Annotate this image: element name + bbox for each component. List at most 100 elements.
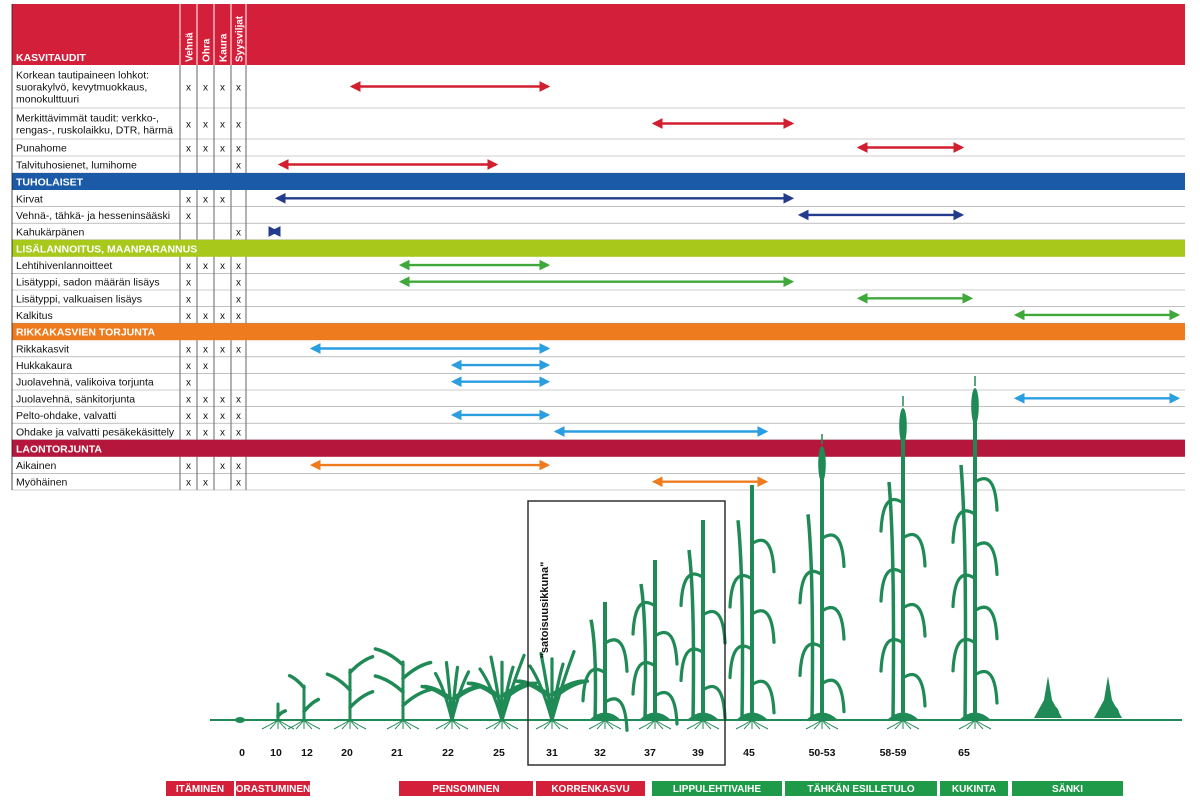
plant — [261, 702, 295, 730]
growth-phase: SÄNKI — [1012, 781, 1123, 796]
row-label: Pelto-ohdake, valvatti — [16, 410, 116, 422]
crop-mark: x — [236, 228, 241, 239]
table-row: Myöhäinen x x x — [12, 473, 1185, 491]
row-label: Talvituhosienet, lumihome — [16, 160, 137, 172]
crop-mark: x — [220, 461, 225, 472]
crop-mark: x — [186, 478, 191, 489]
table-row: Kalkitus x x x x — [12, 306, 1185, 324]
crop-mark: x — [186, 120, 191, 131]
table-row: Aikainen x x x — [12, 456, 1185, 474]
section-band: LAONTORJUNTA — [12, 439, 1185, 457]
crop-mark: x — [236, 261, 241, 272]
crop-mark: x — [203, 83, 208, 94]
section-title: TUHOLAISET — [16, 177, 84, 189]
crop-mark: x — [236, 144, 241, 155]
crop-mark: x — [236, 311, 241, 322]
crop-mark: x — [236, 411, 241, 422]
plant — [581, 602, 629, 732]
crop-mark: x — [220, 394, 225, 405]
plant — [1094, 676, 1122, 718]
section-band: LISÄLANNOITUS, MAANPARANNUS — [12, 239, 1185, 257]
crop-mark: x — [203, 411, 208, 422]
table-row: Talvituhosienet, lumihome x — [12, 156, 1185, 174]
table-row: Merkittävimmät taudit: verkko-,rengas-, … — [12, 108, 1185, 140]
row-label: Vehnä-, tähkä- ja hesseninsääski — [16, 210, 170, 222]
plant — [466, 653, 538, 730]
crop-header: Vehnä — [185, 32, 196, 62]
treatment-table: Korkean tautipaineen lohkot:suorakylvö, … — [11, 4, 1185, 491]
row-label: Punahome — [16, 143, 67, 155]
crop-mark: x — [236, 478, 241, 489]
section-band: TUHOLAISET — [12, 173, 1185, 190]
table-row: Juolavehnä, sänkitorjunta x x x x — [12, 390, 1185, 407]
crop-mark: x — [203, 394, 208, 405]
row-label: Juolavehnä, sänkitorjunta — [16, 393, 135, 405]
growth-stage-number: 20 — [341, 747, 353, 759]
growth-stage-illustration: "satoisuusikkuna" — [210, 376, 1182, 766]
plant — [798, 434, 846, 730]
section-title: RIKKAKASVIEN TORJUNTA — [16, 327, 155, 339]
crop-mark: x — [220, 311, 225, 322]
growth-stage-number: 12 — [301, 747, 313, 759]
table-row: Pelto-ohdake, valvatti x x x x — [12, 406, 1185, 424]
row-label: Lehtihivenlannoitteet — [16, 260, 112, 272]
crop-mark: x — [220, 345, 225, 356]
growth-phase: KUKINTA — [940, 781, 1008, 796]
table-row: Lehtihivenlannoitteet x x x x — [12, 256, 1185, 274]
growth-phase-label: LIPPULEHTIVAIHE — [673, 784, 761, 795]
table-row: Vehnä-, tähkä- ja hesseninsääski x — [12, 206, 1185, 224]
table-row: Lisätyppi, sadon määrän lisäys x x — [12, 273, 1185, 291]
growth-phase-bar: ITÄMINEN ORASTUMINEN PENSOMINEN KORRENKASVU… — [166, 781, 1123, 796]
crop-mark: x — [220, 194, 225, 205]
crop-mark: x — [203, 194, 208, 205]
plant — [951, 376, 999, 730]
growth-stage-number: 32 — [594, 747, 606, 759]
plant — [514, 650, 590, 730]
crop-mark: x — [186, 261, 191, 272]
section-band: RIKKAKASVIEN TORJUNTA — [12, 323, 1185, 341]
crop-mark: x — [203, 345, 208, 356]
row-label: suorakylvö, kevytmuokkaus, — [16, 82, 147, 94]
crop-mark: x — [220, 261, 225, 272]
crop-mark: x — [186, 428, 191, 439]
crop-mark: x — [220, 428, 225, 439]
crop-mark: x — [186, 83, 191, 94]
table-row: Juolavehnä, valikoiva torjunta x — [12, 373, 1185, 391]
crop-mark: x — [186, 378, 191, 389]
growth-phase-label: SÄNKI — [1052, 782, 1083, 795]
growth-stage-number: 37 — [644, 747, 656, 759]
growth-stage-numbers: 0 10 12 20 21 22 25 31 32 37 39 45 50-53 58-59 65 — [239, 747, 970, 759]
plant — [631, 560, 679, 730]
row-label: Myöhäinen — [16, 477, 68, 489]
crop-mark: x — [236, 294, 241, 305]
growth-stage-number: 50-53 — [809, 747, 836, 759]
crop-mark: x — [236, 83, 241, 94]
table-row: Ohdake ja valvatti pesäkekäsittely x x x x — [12, 423, 1185, 441]
plant — [325, 654, 375, 730]
table-row: Korkean tautipaineen lohkot:suorakylvö, … — [12, 65, 1185, 109]
row-label: Juolavehnä, valikoiva torjunta — [16, 377, 154, 389]
table-row: Rikkakasvit x x x x — [12, 340, 1185, 358]
crop-mark: x — [203, 478, 208, 489]
crop-mark: x — [186, 461, 191, 472]
growth-phase-label: ITÄMINEN — [176, 782, 224, 795]
growth-phase-label: KUKINTA — [952, 784, 996, 795]
crop-header: Syysviljat — [235, 15, 246, 62]
crop-mark: x — [236, 120, 241, 131]
growth-phase: TÄHKÄN ESILLETULO — [785, 781, 937, 796]
row-label: Rikkakasvit — [16, 344, 69, 356]
crop-mark: x — [186, 294, 191, 305]
plant — [728, 485, 776, 730]
crop-mark: x — [186, 311, 191, 322]
plant — [287, 673, 321, 730]
growth-stage-number: 31 — [546, 747, 558, 759]
growth-phase: ORASTUMINEN — [236, 781, 310, 796]
table-row: Punahome x x x x — [12, 139, 1185, 157]
crop-mark: x — [186, 361, 191, 372]
crop-mark: x — [186, 194, 191, 205]
growth-phase: ITÄMINEN — [166, 781, 234, 796]
crop-mark: x — [236, 161, 241, 172]
growth-phase: KORRENKASVU — [536, 781, 645, 796]
crop-mark: x — [186, 345, 191, 356]
